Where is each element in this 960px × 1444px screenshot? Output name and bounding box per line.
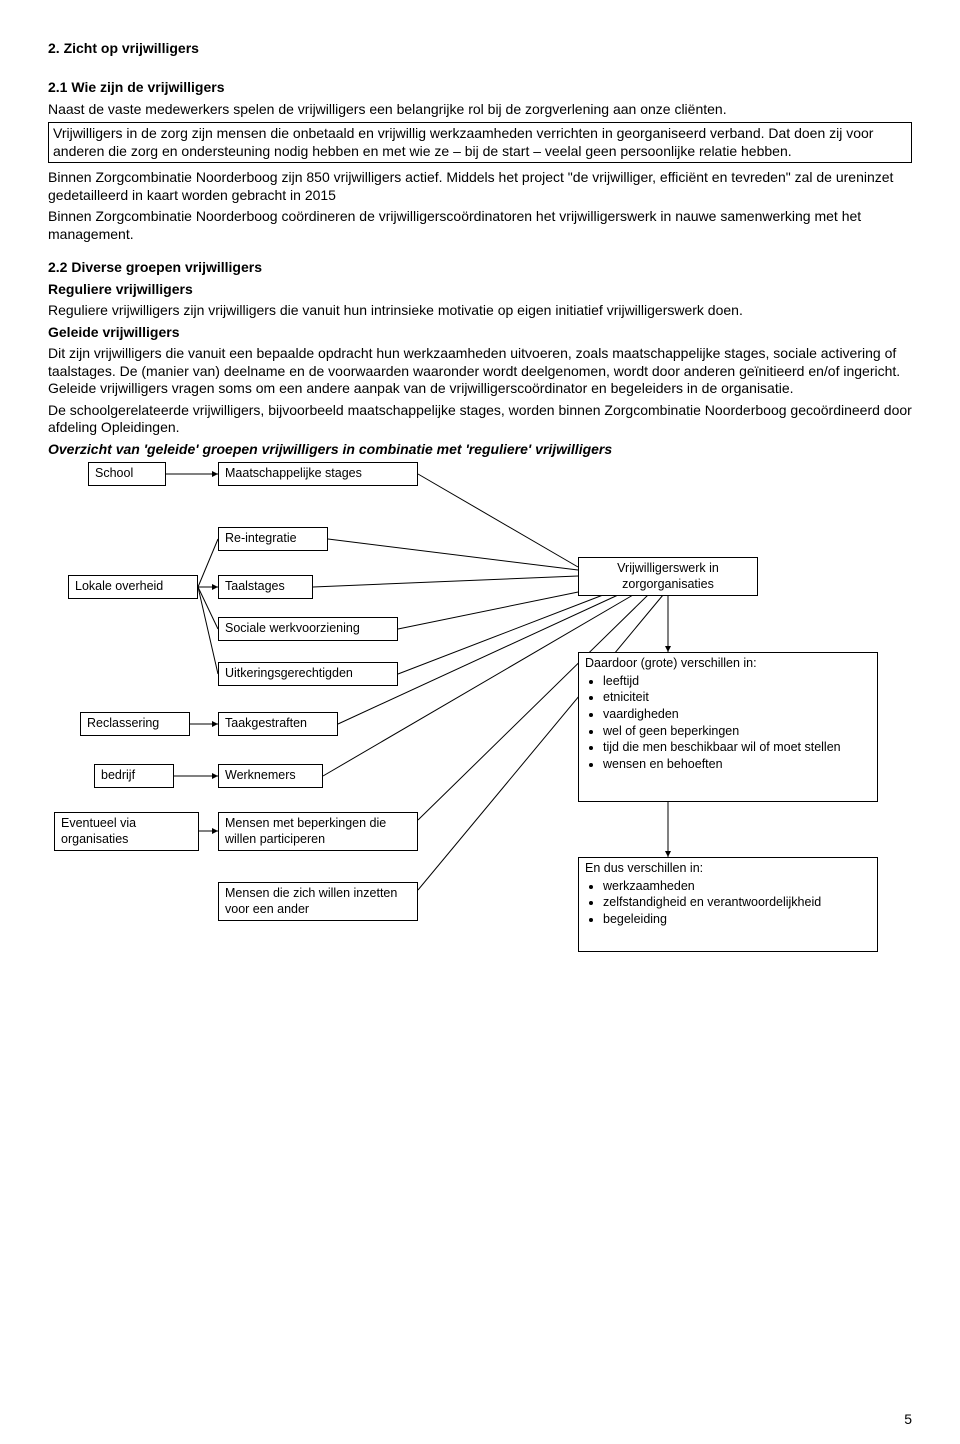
node-school: School: [88, 462, 166, 486]
node-eventueel: Eventueel via organisaties: [54, 812, 199, 851]
node-lokale: Lokale overheid: [68, 575, 198, 599]
paragraph: Binnen Zorgcombinatie Noorderboog zijn 8…: [48, 169, 912, 204]
heading-3: 2.2 Diverse groepen vrijwilligers: [48, 259, 912, 277]
paragraph: De schoolgerelateerde vrijwilligers, bij…: [48, 402, 912, 437]
flowchart: School Maatschappelijke stages Re-integrat…: [48, 462, 908, 1062]
node-bedrijf: bedrijf: [94, 764, 174, 788]
node-reclas: Reclassering: [80, 712, 190, 736]
node-werkn: Werknemers: [218, 764, 323, 788]
node-uitk: Uitkeringsgerechtigden: [218, 662, 398, 686]
heading-1: 2. Zicht op vrijwilligers: [48, 40, 912, 58]
paragraph: Binnen Zorgcombinatie Noorderboog coördi…: [48, 208, 912, 243]
node-reint: Re-integratie: [218, 527, 328, 551]
node-maat: Maatschappelijke stages: [218, 462, 418, 486]
node-endus: En dus verschillen in:werkzaamhedenzelfs…: [578, 857, 878, 952]
node-taal: Taalstages: [218, 575, 313, 599]
node-daardoor: Daardoor (grote) verschillen in:leeftijd…: [578, 652, 878, 802]
node-mensen_bep: Mensen met beperkingen die willen partic…: [218, 812, 418, 851]
node-vrijw_org: Vrijwilligerswerk in zorgorganisaties: [578, 557, 758, 596]
page-number: 5: [904, 1411, 912, 1429]
heading-2: 2.1 Wie zijn de vrijwilligers: [48, 79, 912, 97]
node-taak: Taakgestraften: [218, 712, 338, 736]
node-sociale: Sociale werkvoorziening: [218, 617, 398, 641]
subheading-reguliere: Reguliere vrijwilligers: [48, 281, 912, 299]
boxed-definition: Vrijwilligers in de zorg zijn mensen die…: [48, 122, 912, 163]
paragraph: Naast de vaste medewerkers spelen de vri…: [48, 101, 912, 119]
paragraph: Reguliere vrijwilligers zijn vrijwillige…: [48, 302, 912, 320]
subheading-geleide: Geleide vrijwilligers: [48, 324, 912, 342]
node-mensen_inz: Mensen die zich willen inzetten voor een…: [218, 882, 418, 921]
paragraph: Dit zijn vrijwilligers die vanuit een be…: [48, 345, 912, 398]
overzicht-title: Overzicht van 'geleide' groepen vrijwill…: [48, 441, 912, 459]
